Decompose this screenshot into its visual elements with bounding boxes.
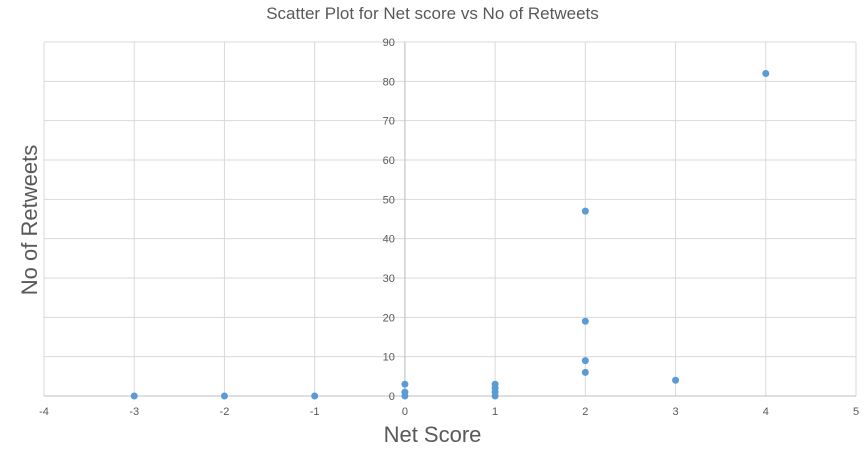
data-point (672, 376, 680, 384)
x-tick-label: 3 (672, 406, 678, 418)
y-tick-label: 20 (383, 312, 395, 324)
data-point (581, 368, 589, 376)
y-tick-label: 30 (383, 273, 395, 285)
y-tick-label: 40 (383, 234, 395, 246)
y-tick-label: 80 (383, 76, 395, 88)
data-point (581, 317, 589, 325)
y-tick-label: 50 (383, 194, 395, 206)
x-tick-label: 0 (402, 406, 408, 418)
y-tick-label: 0 (389, 391, 395, 403)
chart-title: Scatter Plot for Net score vs No of Retw… (266, 4, 599, 23)
y-tick-label: 90 (383, 37, 395, 49)
data-point (581, 207, 589, 215)
data-point (130, 392, 138, 400)
data-point (581, 357, 589, 365)
data-point (401, 380, 409, 388)
x-tick-label: -2 (220, 406, 230, 418)
y-tick-label: 10 (383, 352, 395, 364)
data-point (311, 392, 319, 400)
x-tick-label: 1 (492, 406, 498, 418)
y-axis-label: No of Retweets (17, 144, 42, 296)
x-tick-label: 4 (763, 406, 769, 418)
x-tick-label: 5 (853, 406, 859, 418)
x-axis-label: Net Score (383, 422, 482, 447)
x-tick-label: -4 (39, 406, 49, 418)
data-point (401, 388, 409, 396)
data-point (220, 392, 228, 400)
y-tick-label: 70 (383, 116, 395, 128)
data-point (491, 380, 499, 388)
data-point (762, 69, 770, 77)
y-tick-label: 60 (383, 155, 395, 167)
x-tick-label: 2 (582, 406, 588, 418)
x-tick-label: -3 (129, 406, 139, 418)
x-tick-label: -1 (310, 406, 320, 418)
